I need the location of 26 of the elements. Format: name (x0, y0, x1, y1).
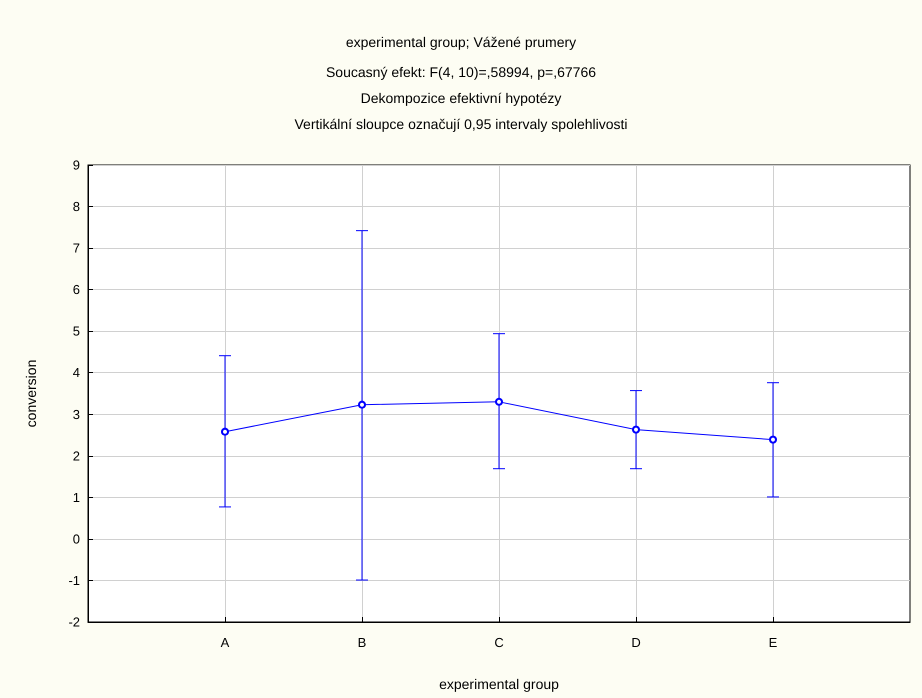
chart-title: experimental group; Vážené prumery (346, 34, 576, 50)
y-tick-label: 1 (72, 490, 80, 505)
y-tick-label: 0 (72, 531, 80, 546)
y-axis-title: conversion (23, 360, 39, 428)
point (358, 400, 366, 409)
x-tick-label: B (358, 635, 366, 650)
chart-subtitle: Soucasný efekt: F(4, 10)=,58994, p=,67766 Dekompozice efektivní hypotézy Vertikální sloupce označují 0,95 intervaly spolehlivosti (294, 64, 628, 132)
y-tick-label: -2 (68, 614, 80, 630)
point (769, 436, 777, 444)
y-tick-label: 6 (72, 282, 80, 298)
x-tick-label: D (631, 635, 641, 650)
x-axis-title: experimental group (439, 676, 560, 692)
point (632, 426, 640, 434)
x-tick-label: A (220, 635, 230, 650)
y-tick-label: 2 (72, 448, 80, 464)
x-tick-label: E (768, 635, 778, 650)
x-tick-label: C (494, 635, 504, 650)
y-tick-label: 4 (72, 365, 80, 380)
y-tick-label: 7 (72, 240, 80, 256)
y-tick-label: 3 (72, 406, 80, 422)
y-tick-label: -1 (68, 572, 80, 588)
point (221, 428, 229, 436)
y-tick-label: 9 (72, 158, 80, 172)
point (495, 398, 503, 406)
y-tick-label: 5 (72, 324, 80, 339)
y-tick-label: 8 (72, 199, 80, 214)
